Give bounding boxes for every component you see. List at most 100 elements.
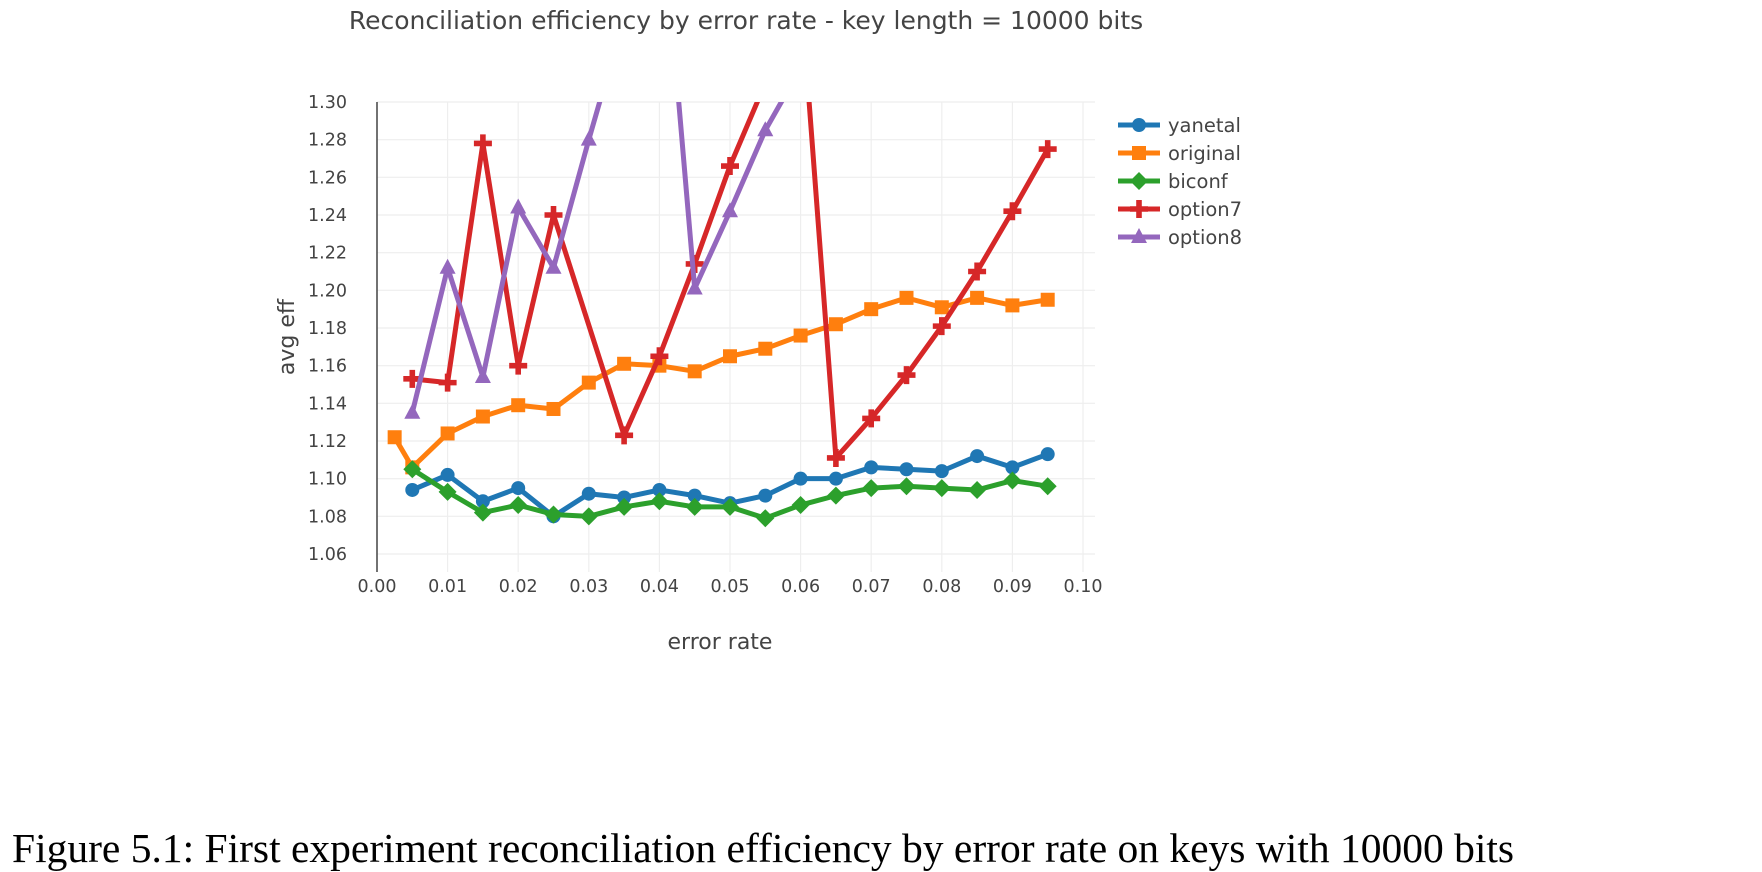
legend-item-biconf[interactable]: biconf	[1118, 170, 1229, 193]
legend-label: original	[1168, 142, 1241, 165]
y-tick-label: 1.18	[308, 319, 347, 339]
data-point-yanetal[interactable]	[405, 482, 420, 497]
x-tick-label: 0.05	[711, 577, 750, 597]
data-point-yanetal[interactable]	[440, 467, 455, 482]
data-point-yanetal[interactable]	[652, 482, 667, 497]
data-point-option7[interactable]	[721, 157, 739, 176]
data-point-biconf[interactable]	[1038, 477, 1057, 496]
y-tick-label: 1.08	[308, 507, 347, 527]
data-point-original[interactable]	[1040, 292, 1055, 307]
data-point-biconf[interactable]	[721, 497, 739, 516]
chart-title: Reconciliation efficiency by error rate …	[349, 6, 1143, 35]
data-point-option7[interactable]	[826, 448, 845, 467]
data-point-option7[interactable]	[650, 347, 669, 366]
y-tick-label: 1.06	[308, 545, 347, 565]
data-point-yanetal[interactable]	[475, 494, 490, 509]
data-point-yanetal[interactable]	[1040, 447, 1055, 462]
data-point-option8[interactable]	[722, 202, 738, 218]
data-point-biconf[interactable]	[1003, 471, 1022, 490]
data-point-yanetal[interactable]	[793, 471, 808, 486]
data-point-option8[interactable]	[474, 367, 491, 383]
data-point-biconf[interactable]	[862, 479, 881, 498]
legend-item-yanetal[interactable]: yanetal	[1118, 114, 1241, 137]
data-point-option7[interactable]	[403, 369, 422, 388]
data-point-original[interactable]	[475, 409, 490, 424]
data-point-biconf[interactable]	[473, 503, 492, 522]
data-point-yanetal[interactable]	[864, 460, 879, 475]
data-point-original[interactable]	[828, 317, 843, 332]
data-point-option7[interactable]	[615, 426, 634, 445]
legend[interactable]: yanetal original biconf option7 option8	[1118, 114, 1242, 249]
data-point-option7[interactable]	[544, 206, 563, 224]
data-point-original[interactable]	[970, 290, 985, 305]
data-point-option7[interactable]	[897, 366, 916, 385]
x-tick-label: 0.09	[993, 577, 1032, 597]
data-point-yanetal[interactable]	[687, 488, 702, 503]
legend-label: option8	[1168, 226, 1242, 249]
data-point-original[interactable]	[793, 328, 808, 343]
data-point-original[interactable]	[440, 426, 455, 441]
data-point-option8[interactable]	[580, 130, 597, 146]
data-point-option8[interactable]	[404, 403, 421, 419]
data-point-biconf[interactable]	[932, 479, 951, 498]
data-point-original[interactable]	[687, 364, 702, 379]
data-point-original[interactable]	[934, 300, 949, 315]
legend-item-option7[interactable]: option7	[1118, 198, 1242, 221]
data-point-option7[interactable]	[932, 317, 951, 336]
data-point-original[interactable]	[546, 401, 561, 416]
data-point-original[interactable]	[864, 302, 879, 317]
data-point-biconf[interactable]	[650, 492, 669, 511]
data-point-option7[interactable]	[862, 409, 881, 428]
data-point-original[interactable]	[511, 398, 526, 413]
data-point-biconf[interactable]	[579, 507, 598, 526]
data-point-original[interactable]	[758, 341, 773, 356]
data-point-option7[interactable]	[1003, 202, 1022, 221]
data-point-biconf[interactable]	[791, 496, 810, 515]
data-point-yanetal[interactable]	[617, 490, 632, 505]
legend-item-original[interactable]: original	[1118, 142, 1241, 165]
data-point-biconf[interactable]	[968, 480, 987, 499]
data-point-biconf[interactable]	[756, 509, 775, 528]
data-point-original[interactable]	[899, 290, 914, 305]
data-point-option8[interactable]	[439, 258, 456, 274]
data-point-yanetal[interactable]	[758, 488, 773, 503]
data-point-yanetal[interactable]	[511, 481, 526, 496]
data-point-yanetal[interactable]	[934, 464, 949, 479]
data-point-biconf[interactable]	[438, 482, 457, 501]
data-point-option7[interactable]	[968, 262, 987, 281]
data-point-yanetal[interactable]	[970, 449, 985, 464]
data-point-biconf[interactable]	[403, 460, 422, 479]
data-point-option7[interactable]	[1038, 140, 1057, 159]
data-point-original[interactable]	[387, 430, 402, 445]
figure-caption: Figure 5.1: First experiment reconciliat…	[12, 825, 1515, 871]
data-point-original[interactable]	[581, 375, 596, 390]
data-point-option8[interactable]	[686, 279, 703, 295]
data-point-option8[interactable]	[545, 258, 562, 274]
data-point-original[interactable]	[723, 349, 737, 364]
data-point-biconf[interactable]	[685, 497, 704, 516]
data-point-biconf[interactable]	[897, 477, 916, 496]
data-point-option8[interactable]	[757, 121, 774, 137]
y-tick-label: 1.22	[308, 244, 347, 264]
y-tick-label: 1.26	[308, 168, 347, 188]
data-point-option7[interactable]	[438, 373, 457, 392]
data-point-option7[interactable]	[473, 134, 492, 153]
data-point-option8[interactable]	[510, 198, 527, 214]
data-point-yanetal[interactable]	[581, 486, 596, 501]
legend-label: option7	[1168, 198, 1242, 221]
data-point-biconf[interactable]	[544, 505, 563, 524]
y-axis-ticks: 1.06 1.08 1.10 1.12 1.14 1.16 1.18 1.20 1.22 1.24…	[308, 93, 347, 565]
data-point-option7[interactable]	[509, 356, 528, 375]
legend-item-option8[interactable]: option8	[1118, 226, 1242, 249]
data-point-original[interactable]	[617, 356, 632, 371]
data-point-yanetal[interactable]	[899, 462, 914, 477]
data-point-yanetal[interactable]	[1005, 460, 1020, 475]
legend-swatch-marker	[1132, 118, 1146, 132]
series-line-option7	[412, 102, 1050, 461]
data-point-biconf[interactable]	[509, 496, 528, 515]
data-point-original[interactable]	[1005, 298, 1020, 313]
data-point-yanetal[interactable]	[828, 471, 843, 486]
data-point-biconf[interactable]	[826, 486, 845, 505]
data-point-biconf[interactable]	[615, 497, 634, 516]
series-layer	[387, 102, 1057, 528]
